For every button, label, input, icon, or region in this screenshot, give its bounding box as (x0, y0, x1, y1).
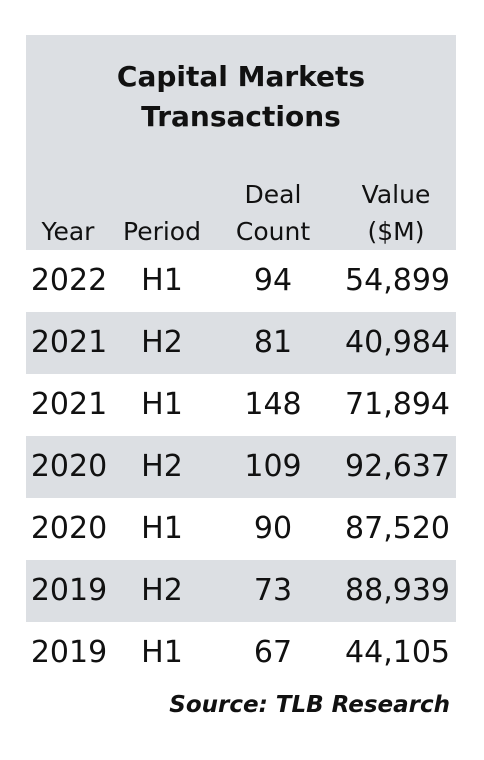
table-cell: H1 (141, 387, 183, 422)
table-body: 2022 H1 94 54,899 2021 H2 81 40,984 2021 H1 148 71,… (26, 250, 456, 684)
table-title: Capital Markets Transactions (116, 60, 366, 133)
table-cell: H2 (141, 573, 183, 608)
table-cell: 2021 (30, 325, 108, 360)
column-header: Value ($M) (361, 180, 431, 246)
table-cell: 71,894 (345, 387, 450, 422)
table-cell: 81 (253, 325, 293, 360)
table-cell: 2020 (30, 449, 108, 484)
table-cell: 44,105 (345, 635, 450, 670)
table-cell: 73 (253, 573, 293, 608)
table-cell: 2021 (30, 387, 108, 422)
table-row: 2019 H1 67 44,105 (26, 622, 456, 684)
table-row: 2020 H2 109 92,637 (26, 436, 456, 498)
table-cell: 54,899 (345, 263, 450, 298)
table-cell: H1 (141, 511, 183, 546)
table-cell: H2 (141, 449, 183, 484)
table-cell: 67 (253, 635, 293, 670)
table-cell: H1 (141, 263, 183, 298)
column-header: Year (41, 217, 95, 246)
table-row: 2021 H2 81 40,984 (26, 312, 456, 374)
table-cell: 2020 (30, 511, 108, 546)
table-cell: 90 (253, 511, 293, 546)
column-header: Deal Count (235, 180, 311, 246)
table-header: Capital Markets Transactions Year Period D… (26, 35, 456, 250)
table-row: 2022 H1 94 54,899 (26, 250, 456, 312)
source-note: Source: TLB Research (169, 692, 450, 718)
table-cell: 94 (253, 263, 293, 298)
table-cell: H2 (141, 325, 183, 360)
table-row: 2020 H1 90 87,520 (26, 498, 456, 560)
table-cell: 148 (244, 387, 302, 422)
table-cell: 87,520 (345, 511, 450, 546)
table-row: 2019 H2 73 88,939 (26, 560, 456, 622)
table-cell: 2022 (30, 263, 108, 298)
table-cell: 2019 (30, 573, 108, 608)
table-cell: 2019 (30, 635, 108, 670)
table-cell: 109 (244, 449, 302, 484)
table-row: 2021 H1 148 71,894 (26, 374, 456, 436)
table-cell: H1 (141, 635, 183, 670)
table-cell: 92,637 (345, 449, 450, 484)
table-cell: 88,939 (345, 573, 450, 608)
column-header: Period (123, 217, 201, 246)
table: Capital Markets Transactions Year Period D… (26, 35, 456, 684)
table-cell: 40,984 (345, 325, 450, 360)
